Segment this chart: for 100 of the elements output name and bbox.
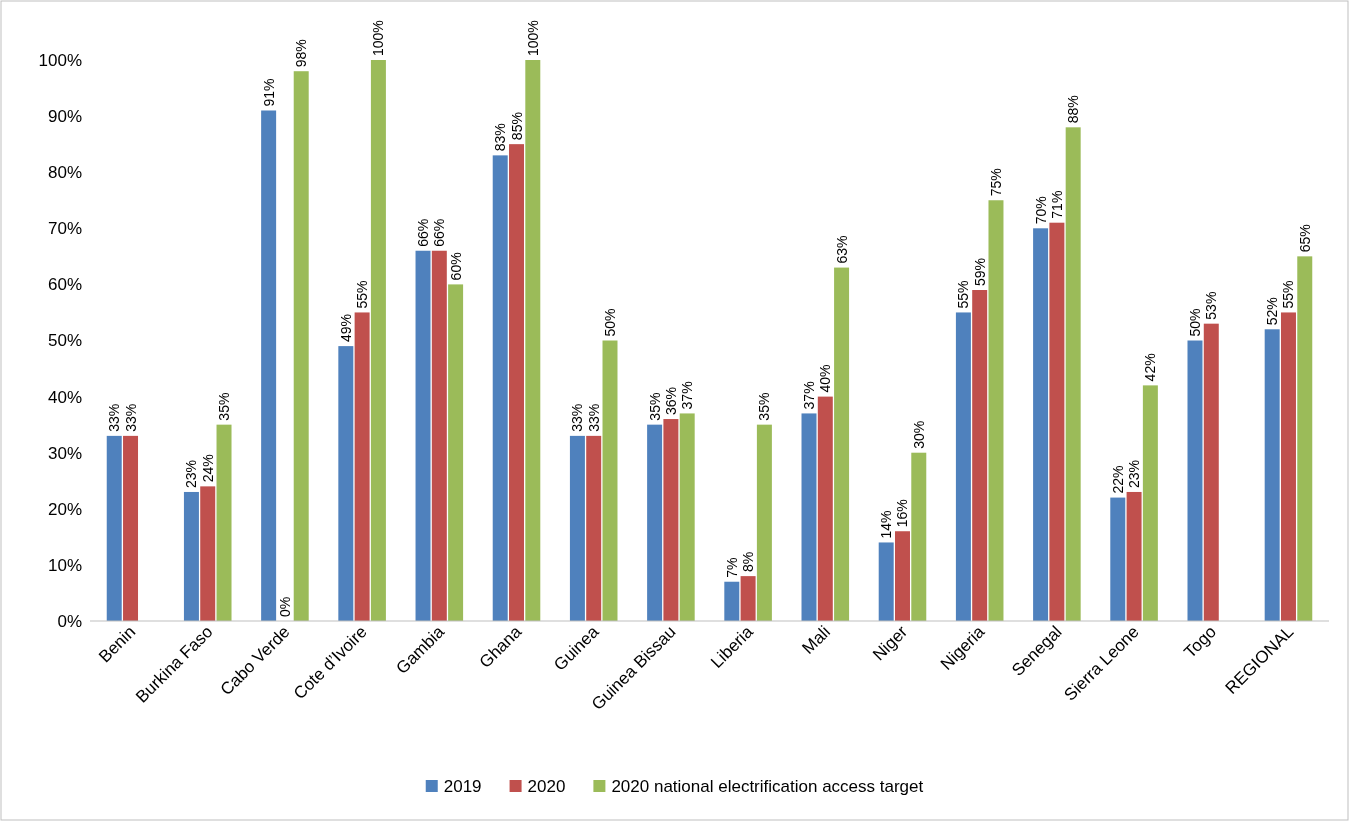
y-tick-label: 20% xyxy=(47,499,82,519)
bar xyxy=(106,435,122,621)
data-label: 33% xyxy=(569,403,586,432)
bar xyxy=(183,491,199,621)
bar xyxy=(878,542,894,621)
bar xyxy=(431,250,447,621)
bar xyxy=(293,71,309,621)
data-label: 98% xyxy=(293,39,310,68)
bar xyxy=(1280,312,1296,621)
data-label: 42% xyxy=(1142,353,1159,382)
bar xyxy=(354,312,370,621)
bar xyxy=(1049,222,1065,621)
y-tick-label: 50% xyxy=(47,331,82,351)
y-tick-label: 100% xyxy=(38,50,82,70)
bar xyxy=(216,424,232,621)
data-label: 24% xyxy=(199,454,216,483)
bar xyxy=(123,435,139,621)
data-label: 33% xyxy=(106,403,123,432)
data-label: 88% xyxy=(1065,95,1082,124)
bar xyxy=(200,486,216,621)
bar xyxy=(370,60,386,621)
bar xyxy=(448,284,464,621)
y-tick-label: 40% xyxy=(47,387,82,407)
data-label: 40% xyxy=(817,364,834,393)
bar xyxy=(602,340,618,621)
y-tick-label: 0% xyxy=(57,611,82,631)
data-label: 55% xyxy=(354,280,371,309)
y-tick-label: 30% xyxy=(47,443,82,463)
data-label: 23% xyxy=(1126,459,1143,488)
y-tick-label: 10% xyxy=(47,555,82,575)
bar xyxy=(338,346,354,621)
legend-label: 2020 national electrification access target xyxy=(611,776,924,796)
data-label: 52% xyxy=(1264,297,1281,326)
bar xyxy=(569,435,585,621)
bar xyxy=(724,581,740,621)
bar xyxy=(1264,329,1280,621)
y-tick-label: 60% xyxy=(47,275,82,295)
data-label: 33% xyxy=(122,403,139,432)
bar xyxy=(895,531,910,621)
bar xyxy=(801,413,817,621)
data-label: 65% xyxy=(1296,224,1313,253)
data-label: 30% xyxy=(910,420,927,449)
data-label: 66% xyxy=(431,218,448,247)
bar xyxy=(1203,323,1219,621)
data-label: 60% xyxy=(447,252,464,281)
data-label: 66% xyxy=(415,218,432,247)
data-label: 16% xyxy=(894,499,911,528)
bar xyxy=(988,200,1004,621)
bar xyxy=(525,60,541,621)
data-label: 35% xyxy=(646,392,663,421)
data-label: 14% xyxy=(878,510,895,539)
data-label: 8% xyxy=(740,551,757,573)
data-label: 50% xyxy=(602,308,618,337)
data-label: 85% xyxy=(508,112,525,141)
y-tick-label: 90% xyxy=(47,107,82,127)
bar xyxy=(647,424,663,621)
data-label: 37% xyxy=(801,381,817,410)
data-label: 63% xyxy=(833,235,850,264)
bar xyxy=(911,452,927,621)
bar xyxy=(1033,228,1049,621)
bar xyxy=(817,396,833,621)
bar xyxy=(756,424,772,621)
data-label: 75% xyxy=(987,168,1004,197)
data-label: 91% xyxy=(260,78,277,107)
data-label: 50% xyxy=(1186,308,1203,337)
bar xyxy=(972,290,988,621)
bar xyxy=(1142,385,1158,621)
data-label: 7% xyxy=(723,557,740,578)
data-label: 100% xyxy=(370,20,387,56)
legend-label: 2020 xyxy=(527,776,566,796)
y-tick-label: 70% xyxy=(47,219,82,239)
bar xyxy=(834,267,850,621)
bar xyxy=(679,413,695,621)
bar xyxy=(663,419,679,621)
bar xyxy=(1187,340,1203,621)
data-label: 59% xyxy=(971,257,988,287)
bar xyxy=(1110,497,1126,621)
data-label: 49% xyxy=(337,314,354,343)
bar xyxy=(1126,491,1142,621)
data-label: 33% xyxy=(585,403,602,432)
bar xyxy=(261,110,277,621)
data-label: 0% xyxy=(276,596,293,617)
bar xyxy=(586,435,602,621)
y-tick-label: 80% xyxy=(47,163,82,183)
data-label: 53% xyxy=(1203,291,1220,320)
bar xyxy=(1065,127,1081,621)
legend-label: 2019 xyxy=(443,776,482,796)
data-label: 100% xyxy=(524,20,541,56)
data-label: 71% xyxy=(1048,190,1065,219)
data-label: 22% xyxy=(1109,465,1126,494)
data-label: 70% xyxy=(1032,196,1049,225)
bar xyxy=(1297,256,1313,621)
data-label: 83% xyxy=(492,123,509,152)
bar xyxy=(509,144,524,621)
data-label: 55% xyxy=(955,280,972,309)
data-label: 36% xyxy=(662,387,679,416)
data-label: 35% xyxy=(756,392,773,421)
bar xyxy=(955,312,971,621)
data-label: 37% xyxy=(679,381,696,410)
data-label: 23% xyxy=(183,459,200,488)
